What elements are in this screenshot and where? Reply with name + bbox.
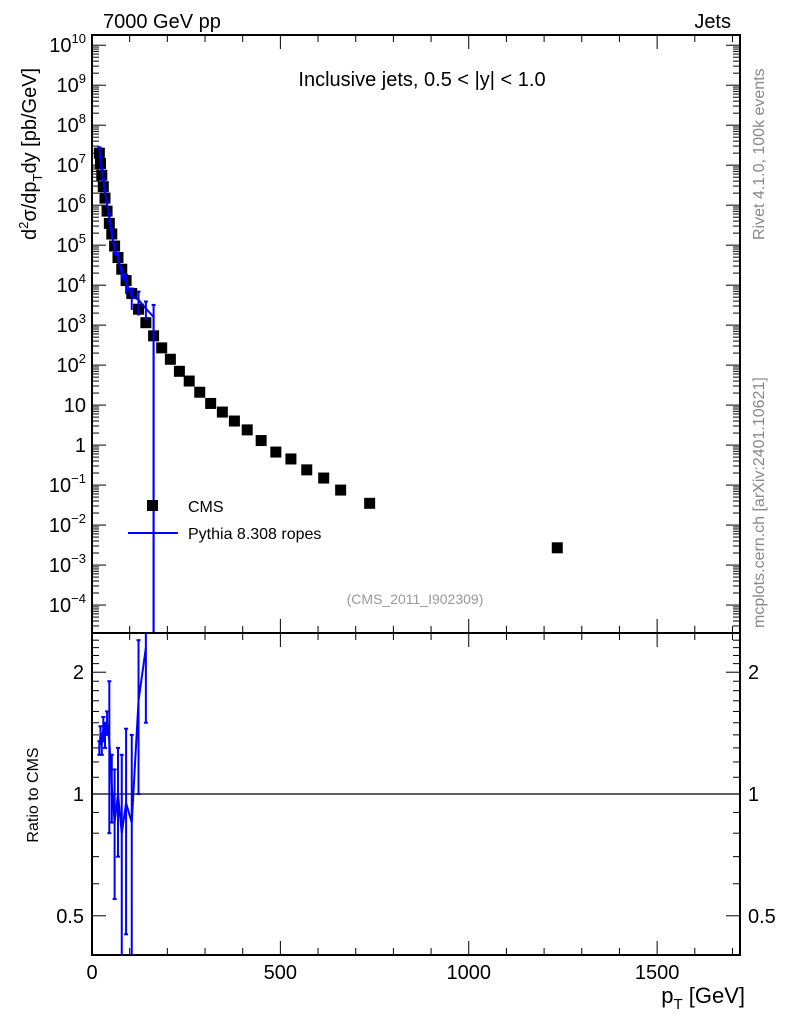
cms-point — [301, 464, 313, 476]
main-panel: 10−410−310−210−1110102103104105106107108… — [49, 31, 741, 955]
y-tick-label: 108 — [57, 111, 86, 137]
x-tick-label: 1000 — [446, 962, 491, 984]
ratio-y-label: Ratio to CMS — [25, 747, 42, 842]
cms-point — [364, 497, 376, 509]
y-tick-label: 103 — [57, 311, 86, 337]
header-left: 7000 GeV pp — [103, 11, 221, 33]
cms-point — [164, 353, 176, 365]
cms-point — [270, 446, 282, 458]
cms-point — [255, 435, 267, 447]
y-tick-label: 109 — [57, 71, 86, 97]
y-tick-label: 10−2 — [49, 511, 86, 537]
y-tick-label: 106 — [57, 191, 86, 217]
ratio-y-tick-label: 0.5 — [56, 906, 84, 928]
y-tick-label: 1 — [75, 435, 86, 457]
cms-point — [101, 205, 113, 217]
y-tick-label: 102 — [57, 351, 86, 377]
legend-pythia-label: Pythia 8.308 ropes — [188, 526, 321, 543]
cms-point — [285, 453, 297, 465]
cms-point — [335, 484, 347, 496]
x-axis-label: pT [GeV] — [661, 983, 745, 1013]
cms-point — [216, 406, 228, 418]
ratio-y-tick-label: 1 — [73, 784, 84, 806]
y-tick-label: 107 — [57, 151, 86, 177]
y-axis-label: d2σ/dpTdy [pb/GeV] — [16, 68, 45, 240]
header-right: Jets — [694, 11, 731, 33]
x-tick-label: 1500 — [635, 962, 680, 984]
ratio-y-tick-label-right: 2 — [748, 662, 759, 684]
x-tick-label: 0 — [86, 962, 97, 984]
plot-title: Inclusive jets, 0.5 < |y| < 1.0 — [298, 69, 545, 91]
y-tick-label: 104 — [57, 271, 86, 297]
y-tick-label: 1010 — [49, 31, 86, 57]
cms-point — [173, 365, 185, 377]
cms-point — [228, 415, 240, 427]
cms-point — [194, 386, 206, 398]
y-tick-label: 10 — [64, 395, 86, 417]
ratio-panel: 0 500 1000 1500 0.5 0.5 1 1 2 2 — [56, 632, 776, 984]
cms-point — [140, 317, 152, 329]
y-tick-label: 10−1 — [49, 471, 86, 497]
x-tick-label: 500 — [264, 962, 297, 984]
ratio-y-tick-label-right: 1 — [748, 784, 759, 806]
y-tick-label: 10−4 — [49, 591, 86, 617]
cms-point — [551, 542, 563, 554]
mcplots-label: mcplots.cern.ch [arXiv:2401.10621] — [751, 377, 768, 628]
legend: CMS Pythia 8.308 ropes — [128, 499, 321, 543]
legend-cms-label: CMS — [188, 499, 224, 516]
legend-cms-marker — [147, 500, 158, 511]
analysis-label: (CMS_2011_I902309) — [347, 591, 484, 607]
cms-point — [241, 424, 253, 436]
ratio-y-tick-label-right: 0.5 — [748, 906, 776, 928]
y-tick-label: 105 — [57, 231, 86, 257]
cms-point — [318, 472, 330, 484]
cms-point — [183, 375, 195, 387]
cms-point — [205, 397, 217, 409]
y-tick-label: 10−3 — [49, 551, 86, 577]
main-frame — [91, 34, 741, 634]
cms-point — [99, 192, 111, 204]
ratio-y-tick-label: 2 — [73, 662, 84, 684]
cms-point — [156, 342, 168, 354]
rivet-label: Rivet 4.1.0, 100k events — [751, 68, 768, 240]
